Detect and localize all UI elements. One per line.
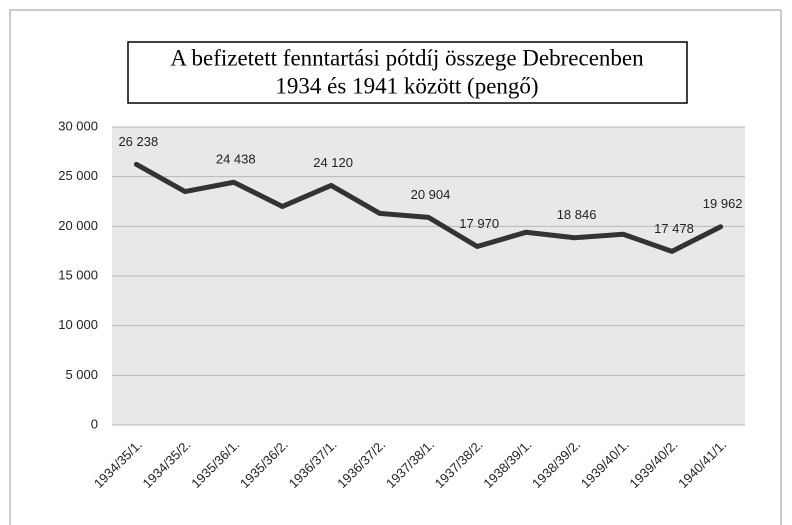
data-label: 19 962 <box>703 196 743 211</box>
y-tick-label: 30 000 <box>58 118 98 133</box>
y-tick-label: 0 <box>91 416 98 431</box>
title-box <box>127 41 688 104</box>
data-label: 24 438 <box>216 152 256 167</box>
data-label: 17 478 <box>654 221 694 236</box>
y-tick-label: 20 000 <box>58 218 98 233</box>
chart-title: A befizetett fenntartási pótdíj összege … <box>170 45 644 70</box>
data-label: 24 120 <box>313 155 353 170</box>
chart-title: 1934 és 1941 között (pengő) <box>275 73 538 98</box>
y-tick-label: 25 000 <box>58 168 98 183</box>
y-tick-label: 15 000 <box>58 267 98 282</box>
data-label: 17 970 <box>459 216 499 231</box>
y-tick-label: 5 000 <box>65 367 98 382</box>
data-label: 18 846 <box>557 207 597 222</box>
data-label: 26 238 <box>118 134 158 149</box>
y-tick-label: 10 000 <box>58 317 98 332</box>
data-label: 20 904 <box>411 187 451 202</box>
data-line <box>133 161 724 254</box>
